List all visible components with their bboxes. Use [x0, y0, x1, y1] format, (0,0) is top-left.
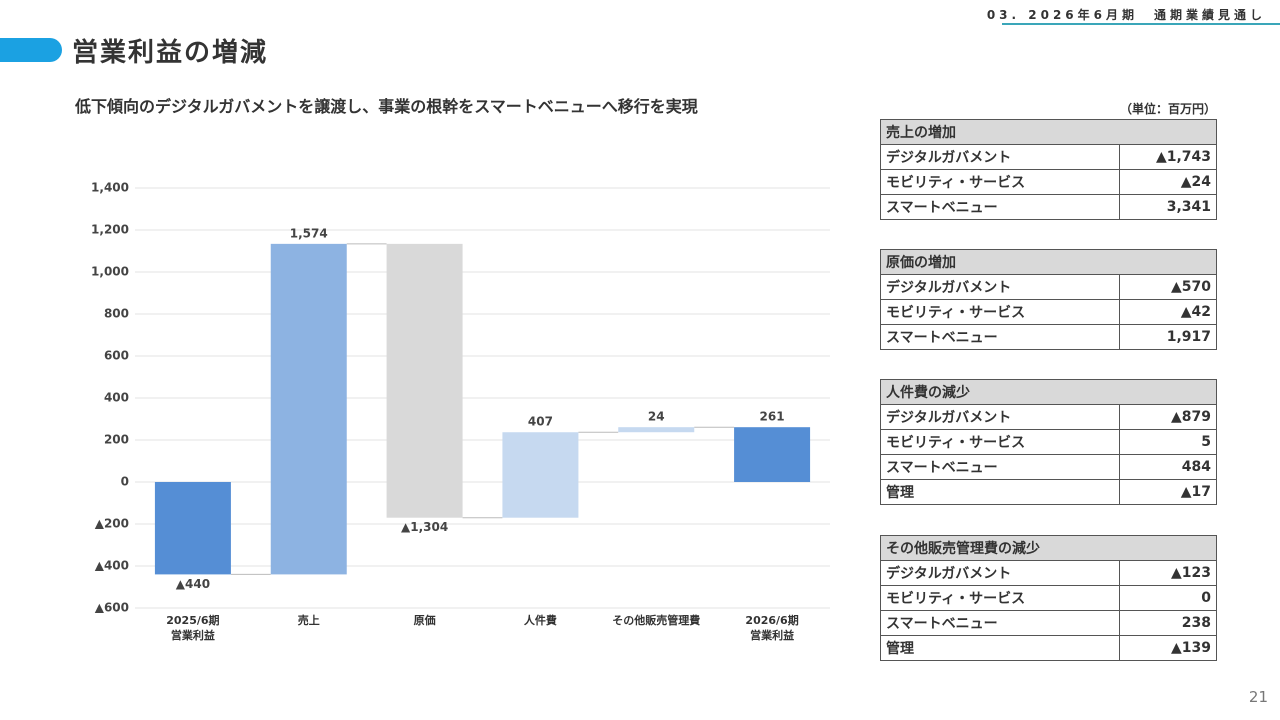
row-label: デジタルガバメント — [880, 404, 1120, 430]
value-label: ▲1,304 — [401, 520, 448, 534]
bar — [270, 243, 347, 575]
table-row: デジタルガバメント ▲1,743 — [880, 144, 1217, 170]
row-label: モビリティ・サービス — [880, 169, 1120, 195]
row-value: 5 — [1119, 429, 1217, 455]
table-section: 売上の増加 デジタルガバメント ▲1,743 モビリティ・サービス ▲24 スマートベニュ… — [880, 119, 1217, 220]
row-label: スマートベニュー — [880, 324, 1120, 350]
y-tick-label: 800 — [104, 307, 129, 321]
row-label: スマートベニュー — [880, 610, 1120, 636]
table-row: スマートベニュー 238 — [880, 610, 1217, 636]
row-value: ▲24 — [1119, 169, 1217, 195]
value-label: 261 — [760, 410, 785, 424]
x-tick-label: 2026/6期 営業利益 — [745, 614, 799, 642]
row-label: スマートベニュー — [880, 454, 1120, 480]
x-tick-label: 2025/6期 営業利益 — [166, 614, 220, 642]
value-label: ▲440 — [176, 577, 210, 591]
y-tick-label: 1,200 — [91, 223, 129, 237]
row-value: ▲570 — [1119, 274, 1217, 300]
bar — [386, 243, 463, 518]
row-label: 管理 — [880, 635, 1120, 661]
title-tab — [0, 38, 62, 62]
x-tick-label: 原価 — [413, 614, 436, 627]
table-header-row: 原価の増加 — [880, 249, 1217, 275]
table-section: その他販売管理費の減少 デジタルガバメント ▲123 モビリティ・サービス 0 スマートベ… — [880, 535, 1217, 661]
page-number: 21 — [1248, 688, 1268, 706]
bar — [502, 432, 579, 518]
row-label: モビリティ・サービス — [880, 429, 1120, 455]
table-row: スマートベニュー 3,341 — [880, 194, 1217, 220]
row-label: デジタルガバメント — [880, 144, 1120, 170]
row-value: ▲139 — [1119, 635, 1217, 661]
row-label: デジタルガバメント — [880, 560, 1120, 586]
row-value: 0 — [1119, 585, 1217, 611]
value-label: 24 — [648, 410, 665, 424]
table-section: 原価の増加 デジタルガバメント ▲570 モビリティ・サービス ▲42 スマートベニュー 1… — [880, 249, 1217, 350]
x-tick-label: 売上 — [297, 614, 320, 627]
row-value: 1,917 — [1119, 324, 1217, 350]
y-tick-label: ▲600 — [95, 601, 129, 615]
row-label: 管理 — [880, 479, 1120, 505]
row-value: ▲879 — [1119, 404, 1217, 430]
y-tick-label: 400 — [104, 391, 129, 405]
row-value: ▲17 — [1119, 479, 1217, 505]
table-row: 管理 ▲17 — [880, 479, 1217, 505]
table-row: スマートベニュー 1,917 — [880, 324, 1217, 350]
row-value: 484 — [1119, 454, 1217, 480]
row-label: モビリティ・サービス — [880, 585, 1120, 611]
row-value: 3,341 — [1119, 194, 1217, 220]
subtitle: 低下傾向のデジタルガバメントを譲渡し、事業の根幹をスマートベニューへ移行を実現 — [75, 97, 698, 116]
y-tick-label: ▲400 — [95, 559, 129, 573]
table-row: スマートベニュー 484 — [880, 454, 1217, 480]
y-tick-label: 1,400 — [91, 181, 129, 195]
x-tick-label: 人件費 — [523, 614, 557, 627]
table-header: 人件費の減少 — [880, 379, 1217, 405]
table-header: その他販売管理費の減少 — [880, 535, 1217, 561]
table-row: デジタルガバメント ▲879 — [880, 404, 1217, 430]
value-label: 1,574 — [290, 226, 328, 240]
title: 営業利益の増減 — [72, 38, 269, 68]
row-value: ▲42 — [1119, 299, 1217, 325]
section-label: 03. 2026年6月期 通期業績見通し — [986, 8, 1266, 22]
bar — [734, 427, 811, 482]
bar — [154, 482, 231, 575]
row-label: モビリティ・サービス — [880, 299, 1120, 325]
table-row: 管理 ▲139 — [880, 635, 1217, 661]
table-section: 人件費の減少 デジタルガバメント ▲879 モビリティ・サービス 5 スマートベニュー 48… — [880, 379, 1217, 505]
header-rule — [1002, 23, 1280, 25]
y-tick-label: 200 — [104, 433, 129, 447]
y-tick-label: 1,000 — [91, 265, 129, 279]
table-row: モビリティ・サービス ▲42 — [880, 299, 1217, 325]
y-tick-label: ▲200 — [95, 517, 129, 531]
row-value: ▲1,743 — [1119, 144, 1217, 170]
y-tick-label: 600 — [104, 349, 129, 363]
table-row: モビリティ・サービス 5 — [880, 429, 1217, 455]
row-label: スマートベニュー — [880, 194, 1120, 220]
table-header-row: その他販売管理費の減少 — [880, 535, 1217, 561]
table-row: モビリティ・サービス ▲24 — [880, 169, 1217, 195]
table-header-row: 人件費の減少 — [880, 379, 1217, 405]
y-tick-label: 0 — [121, 475, 129, 489]
row-value: 238 — [1119, 610, 1217, 636]
table-row: デジタルガバメント ▲570 — [880, 274, 1217, 300]
value-label: 407 — [528, 415, 553, 429]
table-header: 売上の増加 — [880, 119, 1217, 145]
table-header-row: 売上の増加 — [880, 119, 1217, 145]
table-header: 原価の増加 — [880, 249, 1217, 275]
x-tick-label: その他販売管理費 — [612, 614, 701, 627]
unit-label: （単位：百万円） — [1120, 102, 1217, 116]
row-value: ▲123 — [1119, 560, 1217, 586]
row-label: デジタルガバメント — [880, 274, 1120, 300]
table-row: デジタルガバメント ▲123 — [880, 560, 1217, 586]
table-row: モビリティ・サービス 0 — [880, 585, 1217, 611]
bar — [618, 427, 695, 433]
